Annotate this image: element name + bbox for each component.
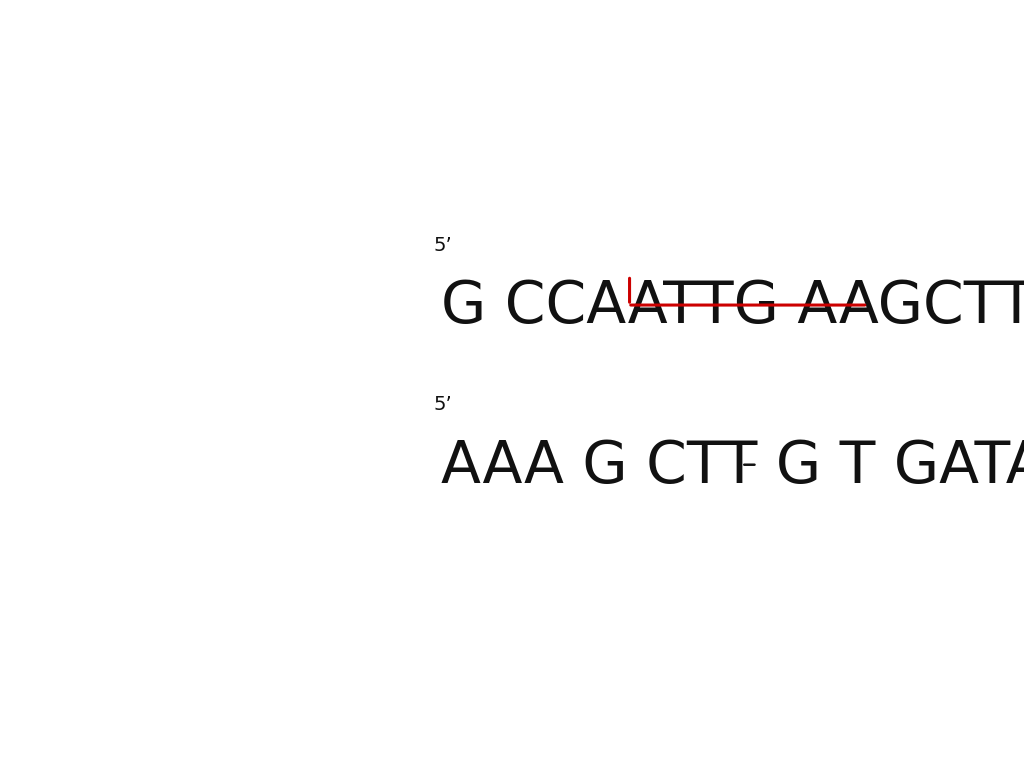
Text: 5’: 5’ <box>433 236 453 255</box>
Text: 5’: 5’ <box>433 396 453 415</box>
Text: AAA G CTT G T GATATC: AAA G CTT G T GATATC <box>441 438 1024 495</box>
Text: G CCAATTG AAGCTT: G CCAATTG AAGCTT <box>441 279 1024 336</box>
